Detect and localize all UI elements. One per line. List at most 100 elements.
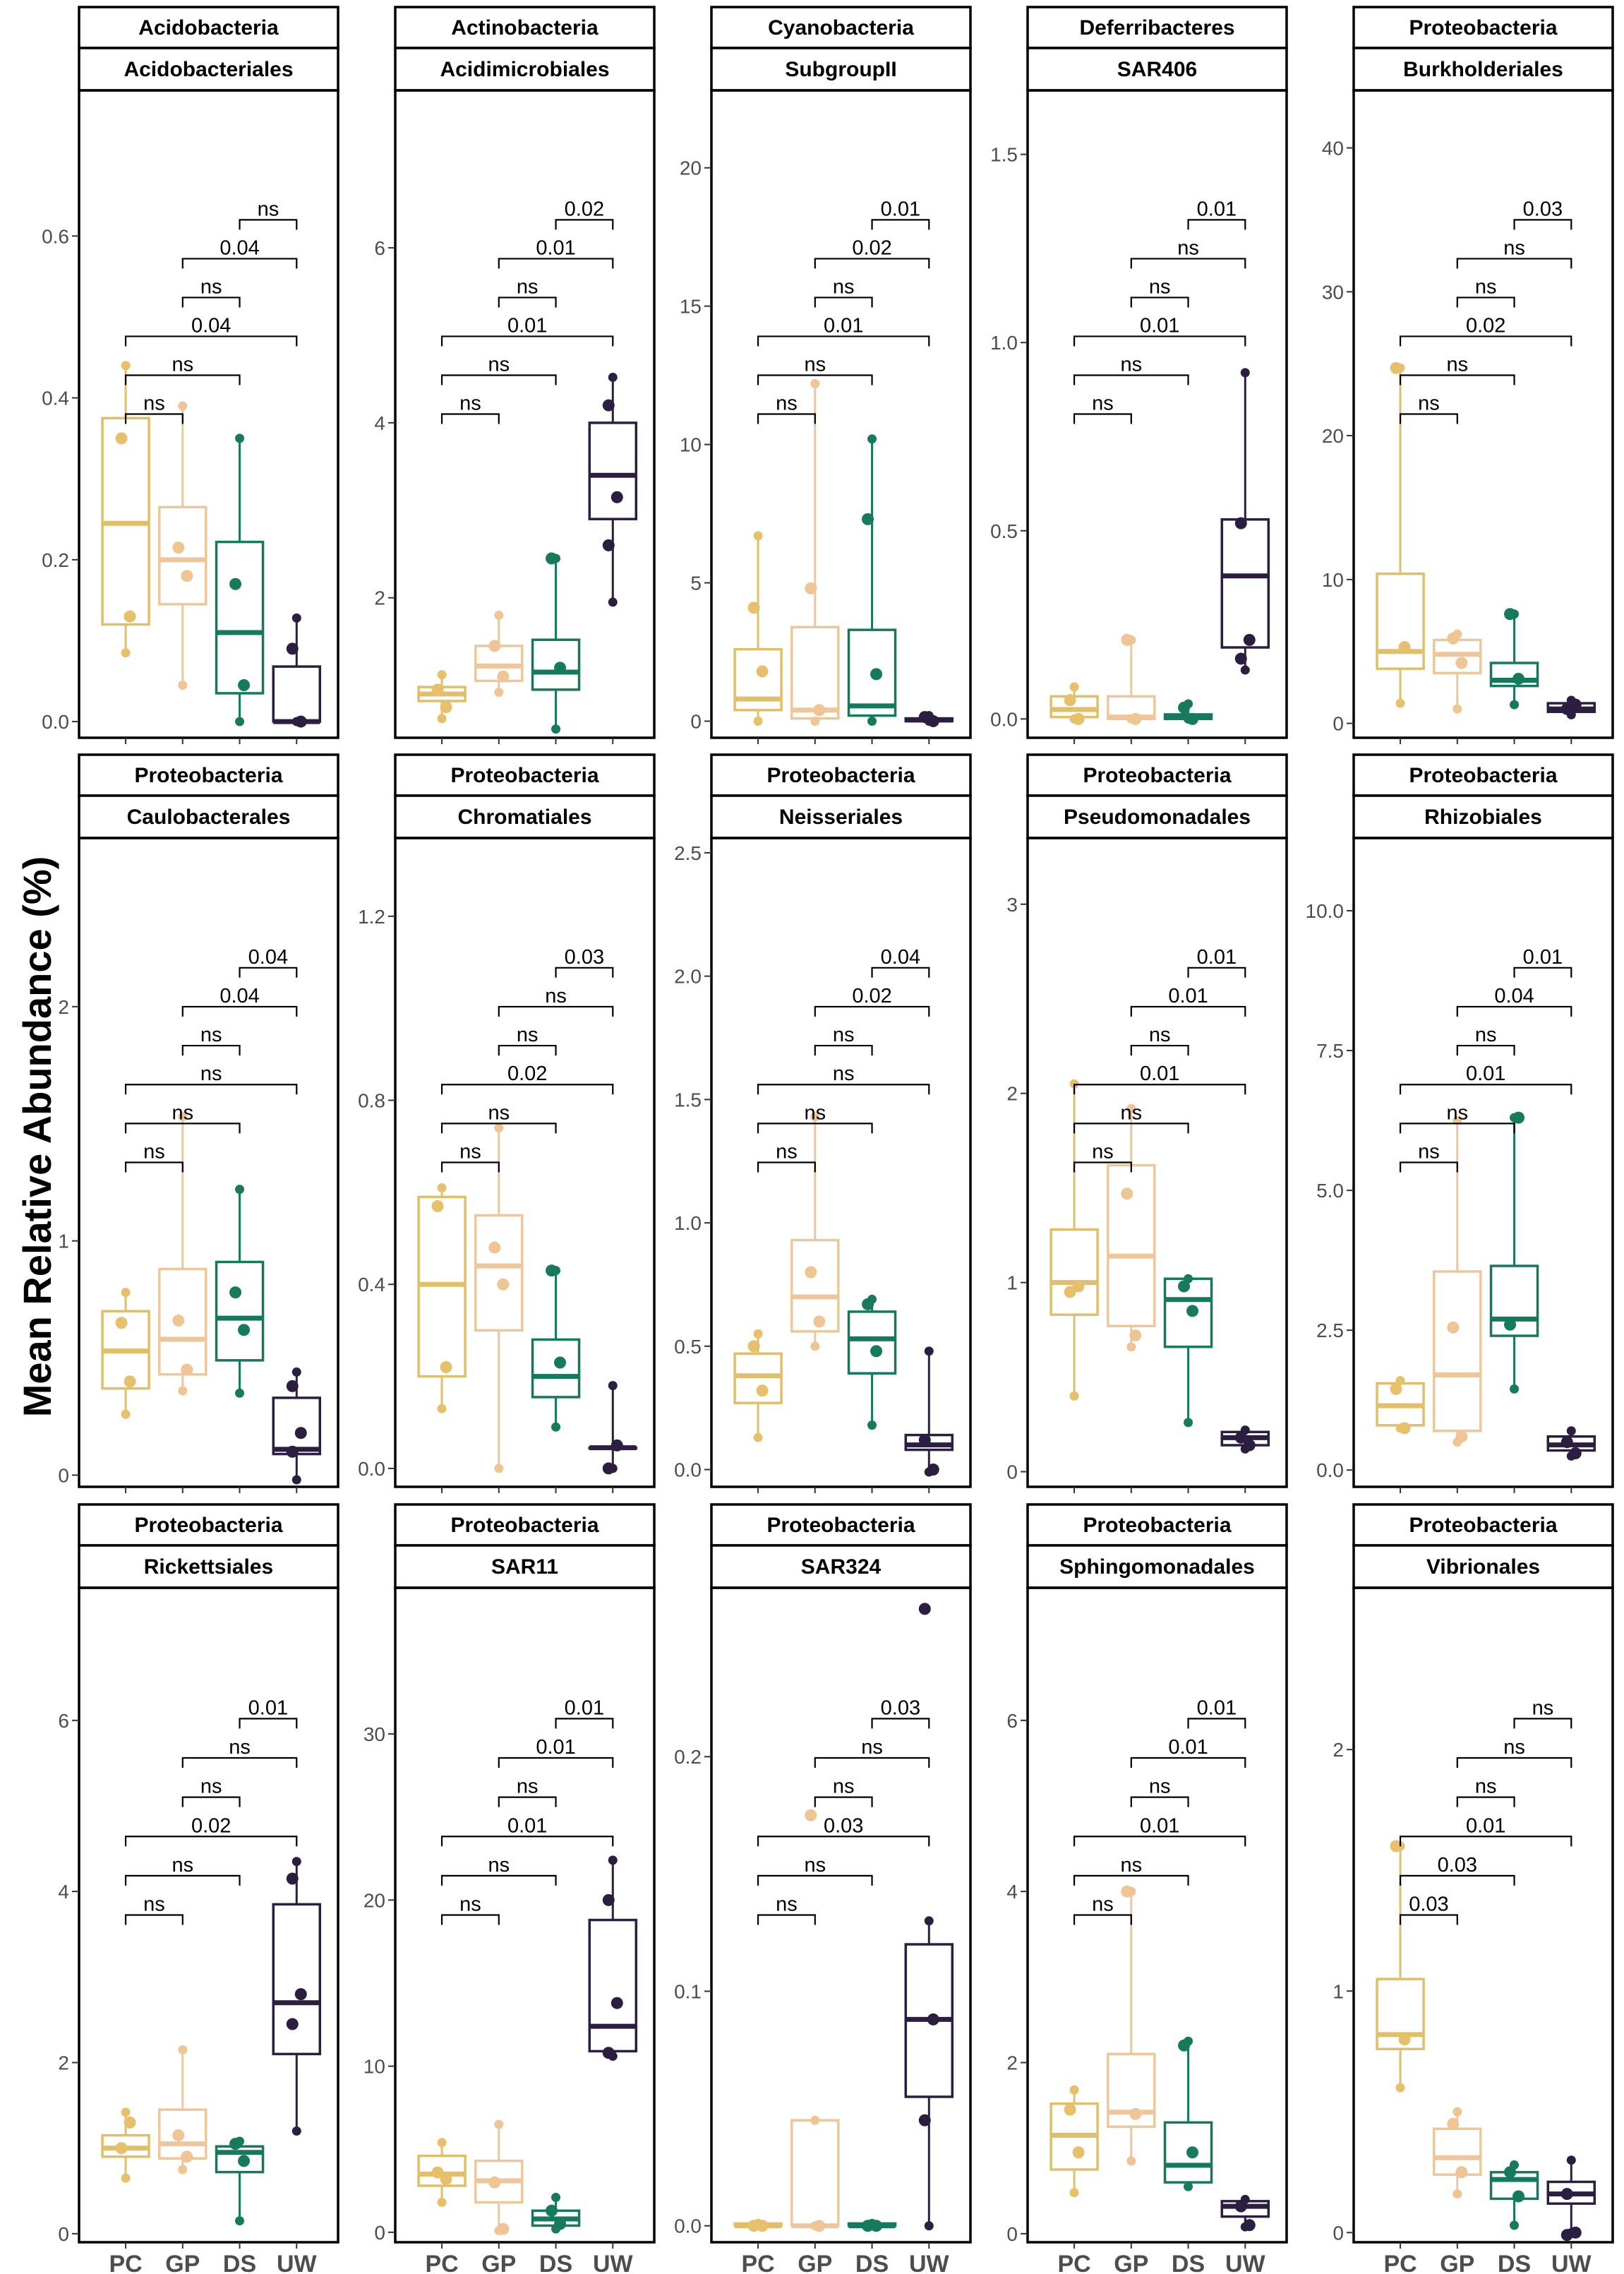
y-tick-label: 2.5 bbox=[674, 842, 702, 864]
data-point bbox=[870, 668, 883, 681]
data-point bbox=[1121, 1885, 1133, 1898]
box-uw bbox=[904, 1603, 954, 2231]
bracket-label: 0.01 bbox=[1168, 1736, 1208, 1759]
bracket-line bbox=[440, 335, 614, 347]
bracket-label: ns bbox=[1503, 1736, 1525, 1759]
bracket-label: 0.01 bbox=[536, 237, 575, 259]
bracket-line bbox=[814, 258, 930, 269]
box-uw bbox=[1546, 1426, 1596, 1461]
data-point bbox=[1447, 632, 1460, 645]
order-label: Neisseriales bbox=[779, 806, 903, 829]
data-point bbox=[440, 1361, 452, 1374]
box-iqr bbox=[272, 665, 322, 723]
data-point bbox=[124, 1375, 136, 1388]
order-label: Rhizobiales bbox=[1424, 806, 1542, 829]
box-ds bbox=[215, 1185, 265, 1398]
phylum-strip bbox=[1352, 6, 1614, 49]
phylum-strip bbox=[78, 6, 339, 49]
data-point bbox=[291, 1857, 301, 1867]
plot-frame bbox=[710, 837, 972, 1488]
sig-bracket: ns bbox=[1399, 353, 1515, 385]
bracket-label: 0.01 bbox=[1523, 946, 1563, 969]
box-iqr bbox=[790, 626, 840, 720]
data-point bbox=[1240, 665, 1250, 675]
phylum-label: Actinobacteria bbox=[451, 16, 599, 40]
data-point bbox=[494, 611, 504, 621]
y-tick-label: 4 bbox=[58, 1881, 69, 1903]
y-tick-label: 0.5 bbox=[674, 1336, 702, 1358]
bracket-line bbox=[1187, 219, 1246, 230]
bracket-label: ns bbox=[833, 1024, 855, 1046]
panel-vibrionales: Proteobacteria Vibrionales 0 1 2 PC GP DS UW 0.03… bbox=[1333, 1503, 1614, 2274]
bracket-label: ns bbox=[1120, 1854, 1142, 1877]
data-point bbox=[1390, 361, 1402, 374]
bracket-line bbox=[555, 1718, 614, 1729]
bracket-label: ns bbox=[861, 1736, 883, 1759]
sig-bracket: ns bbox=[124, 393, 184, 424]
box-uw bbox=[904, 1346, 954, 1477]
sig-bracket: ns bbox=[498, 275, 557, 308]
data-point bbox=[437, 2138, 447, 2148]
bracket-line bbox=[814, 297, 873, 308]
data-point bbox=[1178, 1280, 1191, 1293]
box-gp bbox=[474, 1123, 524, 1473]
sig-bracket: ns bbox=[1073, 1854, 1189, 1886]
bracket-line bbox=[1073, 1874, 1189, 1886]
data-point bbox=[1447, 2117, 1460, 2130]
bracket-label: ns bbox=[488, 1101, 510, 1124]
sig-bracket: 0.03 bbox=[1399, 1893, 1458, 1925]
box-iqr bbox=[272, 1903, 322, 2056]
data-point bbox=[1069, 2188, 1079, 2198]
sig-bracket: ns bbox=[440, 1854, 557, 1886]
bracket-line bbox=[1130, 1044, 1189, 1056]
bracket-label: 0.01 bbox=[248, 1696, 288, 1719]
sig-bracket: 0.02 bbox=[1399, 314, 1572, 347]
order-label: Acidobacteriales bbox=[124, 58, 293, 81]
box-iqr bbox=[531, 638, 581, 691]
data-point bbox=[608, 1381, 618, 1391]
phylum-label: Proteobacteria bbox=[766, 1514, 915, 1537]
data-point bbox=[1560, 2229, 1573, 2242]
panel-grid: Acidobacteria Acidobacteriales 0.0 0.2 0.4 0.… bbox=[42, 6, 1614, 2274]
sig-bracket: ns bbox=[814, 1776, 873, 1807]
bracket-label: ns bbox=[1446, 1101, 1468, 1124]
phylum-label: Proteobacteria bbox=[1409, 1514, 1557, 1537]
phylum-strip bbox=[78, 1503, 339, 1547]
order-label: SAR324 bbox=[801, 1555, 882, 1579]
bracket-line bbox=[1073, 335, 1246, 347]
data-point bbox=[862, 1298, 874, 1310]
bracket-label: ns bbox=[200, 1063, 222, 1085]
data-point bbox=[1072, 2146, 1085, 2159]
phylum-label: Proteobacteria bbox=[134, 1514, 282, 1537]
y-tick-label: 2 bbox=[58, 2052, 69, 2074]
y-tick-label: 0 bbox=[1333, 713, 1344, 735]
bracket-label: ns bbox=[172, 1854, 193, 1877]
data-point bbox=[1504, 608, 1517, 621]
bracket-line bbox=[1456, 1796, 1515, 1807]
data-point bbox=[1512, 1111, 1525, 1124]
data-point bbox=[602, 539, 615, 551]
y-tick-label: 1.5 bbox=[674, 1089, 702, 1111]
panel-sphingomonadales: Proteobacteria Sphingomonadales 0 2 4 6 PC GP DS… bbox=[1006, 1503, 1288, 2274]
x-tick-label: GP bbox=[798, 2251, 832, 2274]
box-gp bbox=[474, 2119, 524, 2236]
box-iqr bbox=[1376, 1977, 1425, 2051]
data-point bbox=[1452, 2107, 1462, 2117]
plot-frame bbox=[1026, 1586, 1288, 2244]
bracket-line bbox=[440, 1914, 500, 1925]
sig-bracket: ns bbox=[498, 1024, 557, 1056]
bracket-label: ns bbox=[517, 1024, 539, 1046]
x-tick-label: DS bbox=[855, 2251, 889, 2274]
bracket-label: ns bbox=[172, 1101, 193, 1124]
data-point bbox=[286, 1445, 299, 1458]
sig-bracket: ns bbox=[1456, 237, 1572, 269]
order-label: Vibrionales bbox=[1426, 1555, 1540, 1579]
phylum-label: Cyanobacteria bbox=[768, 16, 914, 40]
x-tick-label: PC bbox=[741, 2251, 774, 2274]
bracket-line bbox=[1073, 1161, 1132, 1173]
data-point bbox=[229, 2138, 242, 2150]
sig-bracket: ns bbox=[1456, 1736, 1572, 1769]
order-strip bbox=[394, 47, 656, 92]
bracket-label: ns bbox=[1092, 1893, 1114, 1916]
x-tick-label: PC bbox=[1383, 2251, 1417, 2274]
